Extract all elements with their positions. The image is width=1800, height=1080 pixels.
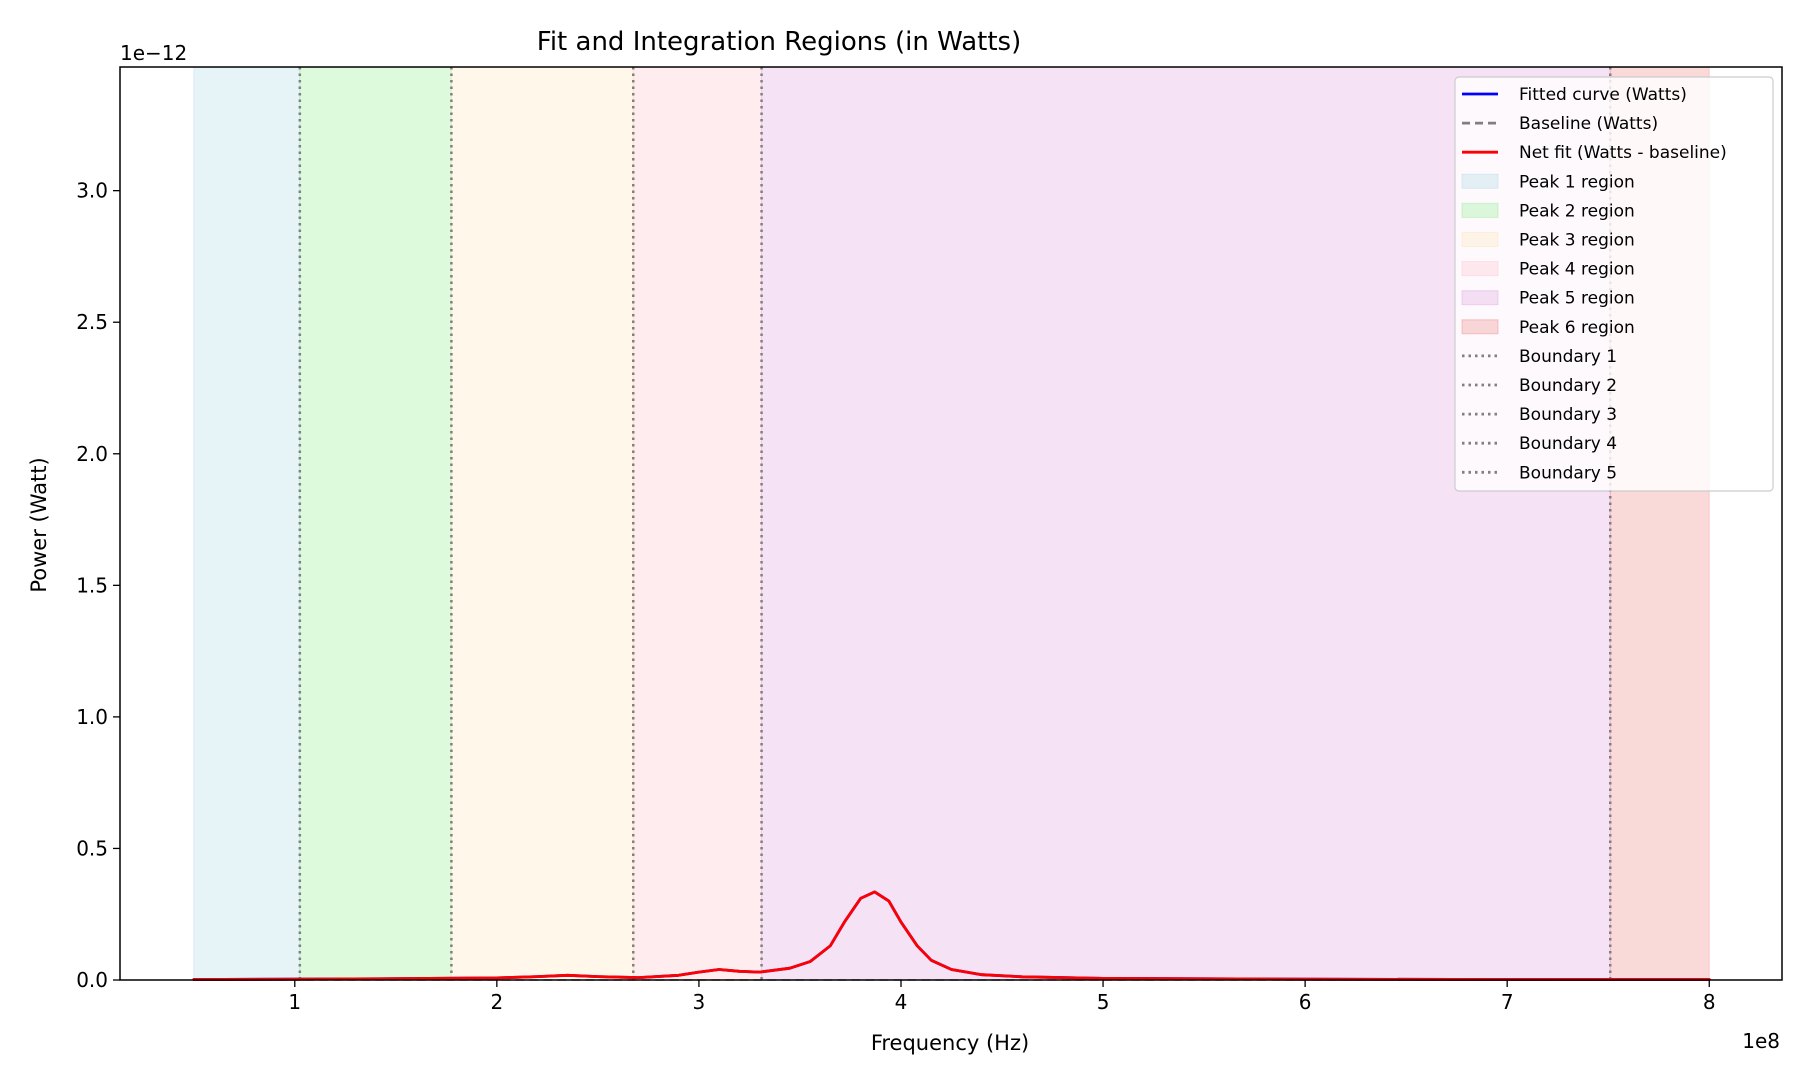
x-tick-label-7: 7 bbox=[1501, 990, 1514, 1014]
legend-label-13: Boundary 4 bbox=[1519, 434, 1617, 454]
legend-item-6: Peak 3 region bbox=[1461, 231, 1635, 251]
x-tick-label-8: 8 bbox=[1703, 990, 1716, 1014]
legend-item-11: Boundary 2 bbox=[1462, 376, 1617, 396]
legend-label-8: Peak 5 region bbox=[1519, 289, 1635, 309]
legend-label-9: Peak 6 region bbox=[1519, 318, 1635, 338]
x-tick-label-2: 2 bbox=[490, 990, 503, 1014]
peak-region-2 bbox=[299, 66, 452, 981]
regions-layer bbox=[193, 66, 1710, 981]
legend-item-8: Peak 5 region bbox=[1461, 289, 1635, 309]
legend-item-13: Boundary 4 bbox=[1462, 434, 1617, 454]
boundaries-layer bbox=[298, 67, 1612, 980]
legend-label-5: Peak 2 region bbox=[1519, 201, 1635, 221]
legend-label-1: Fitted curve (Watts) bbox=[1519, 85, 1687, 105]
y-tick-label-7: 3.0 bbox=[76, 179, 108, 203]
legend-swatch-6 bbox=[1461, 232, 1499, 247]
legend-swatch-8 bbox=[1461, 290, 1499, 306]
legend-label-4: Peak 1 region bbox=[1519, 172, 1635, 192]
x-tick-label-1: 1 bbox=[288, 990, 301, 1014]
legend-label-6: Peak 3 region bbox=[1519, 231, 1635, 251]
y-axis: 0.0 0.5 1.0 1.5 2.0 2.5 3.0 bbox=[76, 179, 120, 992]
legend-label-3: Net fit (Watts - baseline) bbox=[1519, 143, 1727, 163]
legend-item-9: Peak 6 region bbox=[1461, 318, 1635, 338]
series-line-3 bbox=[192, 890, 1711, 981]
legend-label-11: Boundary 2 bbox=[1519, 376, 1617, 396]
legend-item-7: Peak 4 region bbox=[1461, 260, 1635, 280]
y-tick-label-2: 0.5 bbox=[76, 836, 108, 860]
plot-frame bbox=[119, 66, 1783, 981]
x-axis-label: Frequency (Hz) bbox=[871, 1031, 1029, 1055]
legend-swatch-4 bbox=[1461, 173, 1499, 189]
legend-item-4: Peak 1 region bbox=[1461, 172, 1635, 192]
legend-frame bbox=[1454, 76, 1774, 492]
y-tick-label-4: 1.5 bbox=[76, 573, 108, 597]
legend-label-2: Baseline (Watts) bbox=[1519, 114, 1658, 134]
legend-item-14: Boundary 5 bbox=[1462, 463, 1617, 483]
x-tick-label-6: 6 bbox=[1299, 990, 1312, 1014]
y-tick-label-1: 0.0 bbox=[76, 968, 108, 992]
peak-region-3 bbox=[450, 66, 634, 981]
x-axis-offset-text: 1e8 bbox=[1742, 1029, 1780, 1053]
legend-label-7: Peak 4 region bbox=[1519, 260, 1635, 280]
legend-item-1: Fitted curve (Watts) bbox=[1462, 85, 1687, 105]
y-axis-offset-text: 1e−12 bbox=[120, 41, 187, 65]
peak-region-4 bbox=[632, 66, 763, 981]
legend-label-12: Boundary 3 bbox=[1519, 405, 1617, 425]
x-axis: 1 2 3 4 5 6 7 8 bbox=[288, 980, 1716, 1014]
peak-region-1 bbox=[193, 66, 301, 981]
y-tick-label-3: 1.0 bbox=[76, 705, 108, 729]
y-axis-label: Power (Watt) bbox=[27, 457, 51, 592]
legend-item-2: Baseline (Watts) bbox=[1462, 114, 1658, 134]
y-tick-label-5: 2.0 bbox=[76, 442, 108, 466]
legend-swatch-9 bbox=[1461, 319, 1499, 335]
x-tick-label-3: 3 bbox=[693, 990, 706, 1014]
legend-label-14: Boundary 5 bbox=[1519, 463, 1617, 483]
legend-label-10: Boundary 1 bbox=[1519, 347, 1617, 367]
legend-swatch-7 bbox=[1461, 261, 1499, 277]
legend-item-3: Net fit (Watts - baseline) bbox=[1462, 143, 1727, 163]
legend-item-5: Peak 2 region bbox=[1461, 201, 1635, 221]
x-tick-label-5: 5 bbox=[1097, 990, 1110, 1014]
legend-item-12: Boundary 3 bbox=[1462, 405, 1617, 425]
y-tick-label-6: 2.5 bbox=[76, 310, 108, 334]
x-tick-label-4: 4 bbox=[895, 990, 908, 1014]
legend-item-10: Boundary 1 bbox=[1462, 347, 1617, 367]
legend-swatch-5 bbox=[1461, 202, 1499, 218]
chart-title: Fit and Integration Regions (in Watts) bbox=[537, 27, 1021, 57]
legend: Fitted curve (Watts) Baseline (Watts) Net … bbox=[1454, 76, 1774, 492]
